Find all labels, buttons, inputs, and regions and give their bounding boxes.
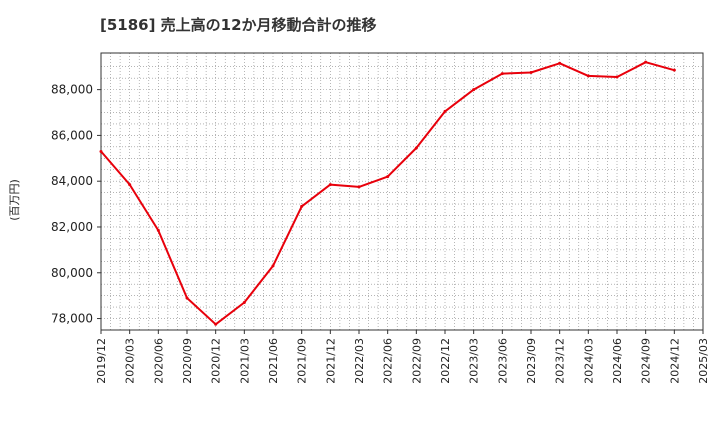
data-point [472,88,476,92]
x-tick-label: 2025/03 [697,338,710,384]
data-point [672,68,676,72]
data-point [558,61,562,65]
x-tick-label: 2019/12 [95,338,108,384]
chart-title: [5186] 売上高の12か月移動合計の推移 [100,16,377,34]
x-tick-label: 2023/12 [554,338,567,384]
y-tick-label: 86,000 [51,128,93,142]
x-tick-label: 2020/09 [181,338,194,384]
data-point [128,183,132,187]
x-tick-label: 2022/09 [410,338,423,384]
x-tick-label: 2020/06 [152,338,165,384]
grid-layer [100,53,704,330]
data-point [300,204,304,208]
x-tick-label: 2024/03 [582,338,595,384]
data-point [500,72,504,76]
data-point [586,74,590,78]
x-tick-label: 2021/09 [296,338,309,384]
plot-frame [100,52,704,331]
x-tick-label: 2024/12 [668,338,681,384]
x-tick-label: 2024/09 [640,338,653,384]
x-tick-label: 2022/12 [439,338,452,384]
data-point [242,301,246,305]
x-tick-label: 2023/09 [525,338,538,384]
y-tick-label: 78,000 [51,312,93,326]
data-point [386,175,390,179]
data-point [443,109,447,113]
x-axis-ticks: 2019/12 2020/03 2020/06 2020/09 2020/12 2021/… [95,330,710,384]
y-tick-label: 88,000 [51,83,93,97]
x-tick-label: 2021/06 [267,338,280,384]
data-point [328,183,332,187]
x-tick-label: 2022/03 [353,338,366,384]
x-tick-label: 2023/06 [496,338,509,384]
x-tick-label: 2023/03 [468,338,481,384]
data-point [271,264,275,268]
y-tick-label: 82,000 [51,220,93,234]
data-point [644,60,648,64]
data-point [156,228,160,232]
data-point [414,146,418,150]
data-point [185,296,189,300]
series-layer [99,60,676,326]
data-point [357,185,361,189]
x-tick-label: 2021/12 [324,338,337,384]
data-point [529,70,533,74]
y-axis-ticks: 78,000 80,000 82,000 84,000 86,000 88,000 [51,83,101,326]
data-point [214,322,218,326]
y-tick-label: 84,000 [51,174,93,188]
y-axis-label: (百万円) [8,179,21,221]
x-tick-label: 2022/06 [382,338,395,384]
y-tick-label: 80,000 [51,266,93,280]
x-tick-label: 2020/03 [124,338,137,384]
data-point [99,149,103,153]
x-tick-label: 2020/12 [210,338,223,384]
x-tick-label: 2024/06 [611,338,624,384]
x-tick-label: 2021/03 [238,338,251,384]
data-point [615,75,619,79]
